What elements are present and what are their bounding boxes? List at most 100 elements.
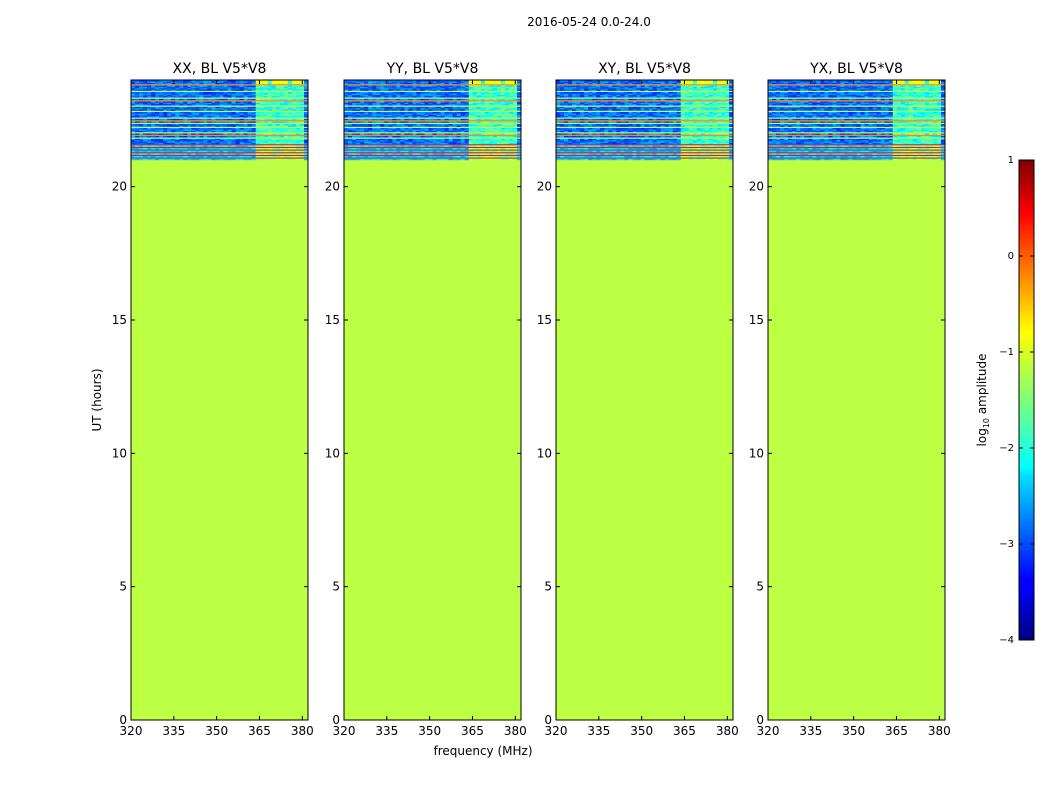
row-cell [155,115,159,117]
row-cell [477,95,481,97]
row-cell [412,101,416,103]
row-cell [264,96,268,98]
row-cell [175,148,179,150]
row-cell [501,92,505,94]
row-cell [376,85,380,87]
row-cell [481,112,485,114]
row-cell [592,133,596,135]
row-cell [457,153,461,155]
row-cell [592,103,596,105]
row-cell [179,151,183,153]
y-tick-label: 0 [119,713,127,727]
row-cell [461,85,465,87]
row-cell [608,139,612,141]
row-cell [191,125,195,127]
row-cell [215,83,219,85]
row-cell [665,103,669,105]
row-cell [276,139,280,141]
row-cell [139,116,143,118]
row-cell [296,103,300,105]
row-cell [159,119,163,121]
row-cell [284,145,288,147]
row-cell [131,139,135,141]
row-cell [183,113,187,115]
row-cell [721,143,725,145]
row-cell [248,153,252,155]
row-cell [224,89,228,91]
row-cell [416,136,420,138]
row-cell [256,104,260,106]
row-cell [396,156,400,158]
row-cell [457,119,461,121]
row-cell [232,107,236,109]
row-cell [207,125,211,127]
row-cell [368,133,372,135]
row-cell [392,113,396,115]
row-cell [215,148,219,150]
row-cell [264,131,268,133]
row-cell [256,112,260,114]
row-cell [159,88,163,90]
row-cell [560,128,564,130]
row-cell [477,87,481,89]
row-cell [596,112,600,114]
row-cell [135,85,139,87]
row-cell [288,148,292,150]
row-cell [632,143,636,145]
row-cell [481,116,485,118]
row-cell [135,156,139,158]
row-cell [207,129,211,131]
row-cell [693,156,697,158]
row-cell [493,93,497,95]
row-cell [665,125,669,127]
row-cell [183,121,187,123]
row-cell [396,143,400,145]
row-cell [404,101,408,103]
row-cell [453,88,457,90]
row-cell [392,116,396,118]
row-cell [424,83,428,85]
row-cell [689,112,693,114]
row-cell [564,116,568,118]
row-cell [685,139,689,141]
row-cell [244,103,248,105]
row-cell [469,143,473,145]
row-cell [485,95,489,97]
row-cell [159,108,163,110]
row-cell [388,88,392,90]
row-cell [433,148,437,150]
row-cell [131,103,135,105]
row-cell [420,145,424,147]
row-cell [224,143,228,145]
row-cell [701,136,705,138]
row-cell [187,145,191,147]
row-cell [203,88,207,90]
row-cell [580,148,584,150]
row-cell [199,129,203,131]
row-cell [228,141,232,143]
row-cell [721,113,725,115]
row-cell [296,83,300,85]
row-cell [284,140,288,142]
row-cell [159,159,163,161]
row-cell [649,153,653,155]
row-cell [616,129,620,131]
row-cell [203,128,207,130]
row-cell [199,124,203,126]
row-cell [248,140,252,142]
row-cell [224,125,228,127]
row-cell [717,141,721,143]
row-cell [449,92,453,94]
row-cell [473,101,477,103]
row-cell [645,140,649,142]
row-cell [592,116,596,118]
row-cell [509,148,513,150]
row-cell [461,156,465,158]
row-cell [139,103,143,105]
row-cell [408,151,412,153]
row-cell [199,148,203,150]
row-cell [163,87,167,89]
row-cell [681,143,685,145]
row-cell [159,133,163,135]
